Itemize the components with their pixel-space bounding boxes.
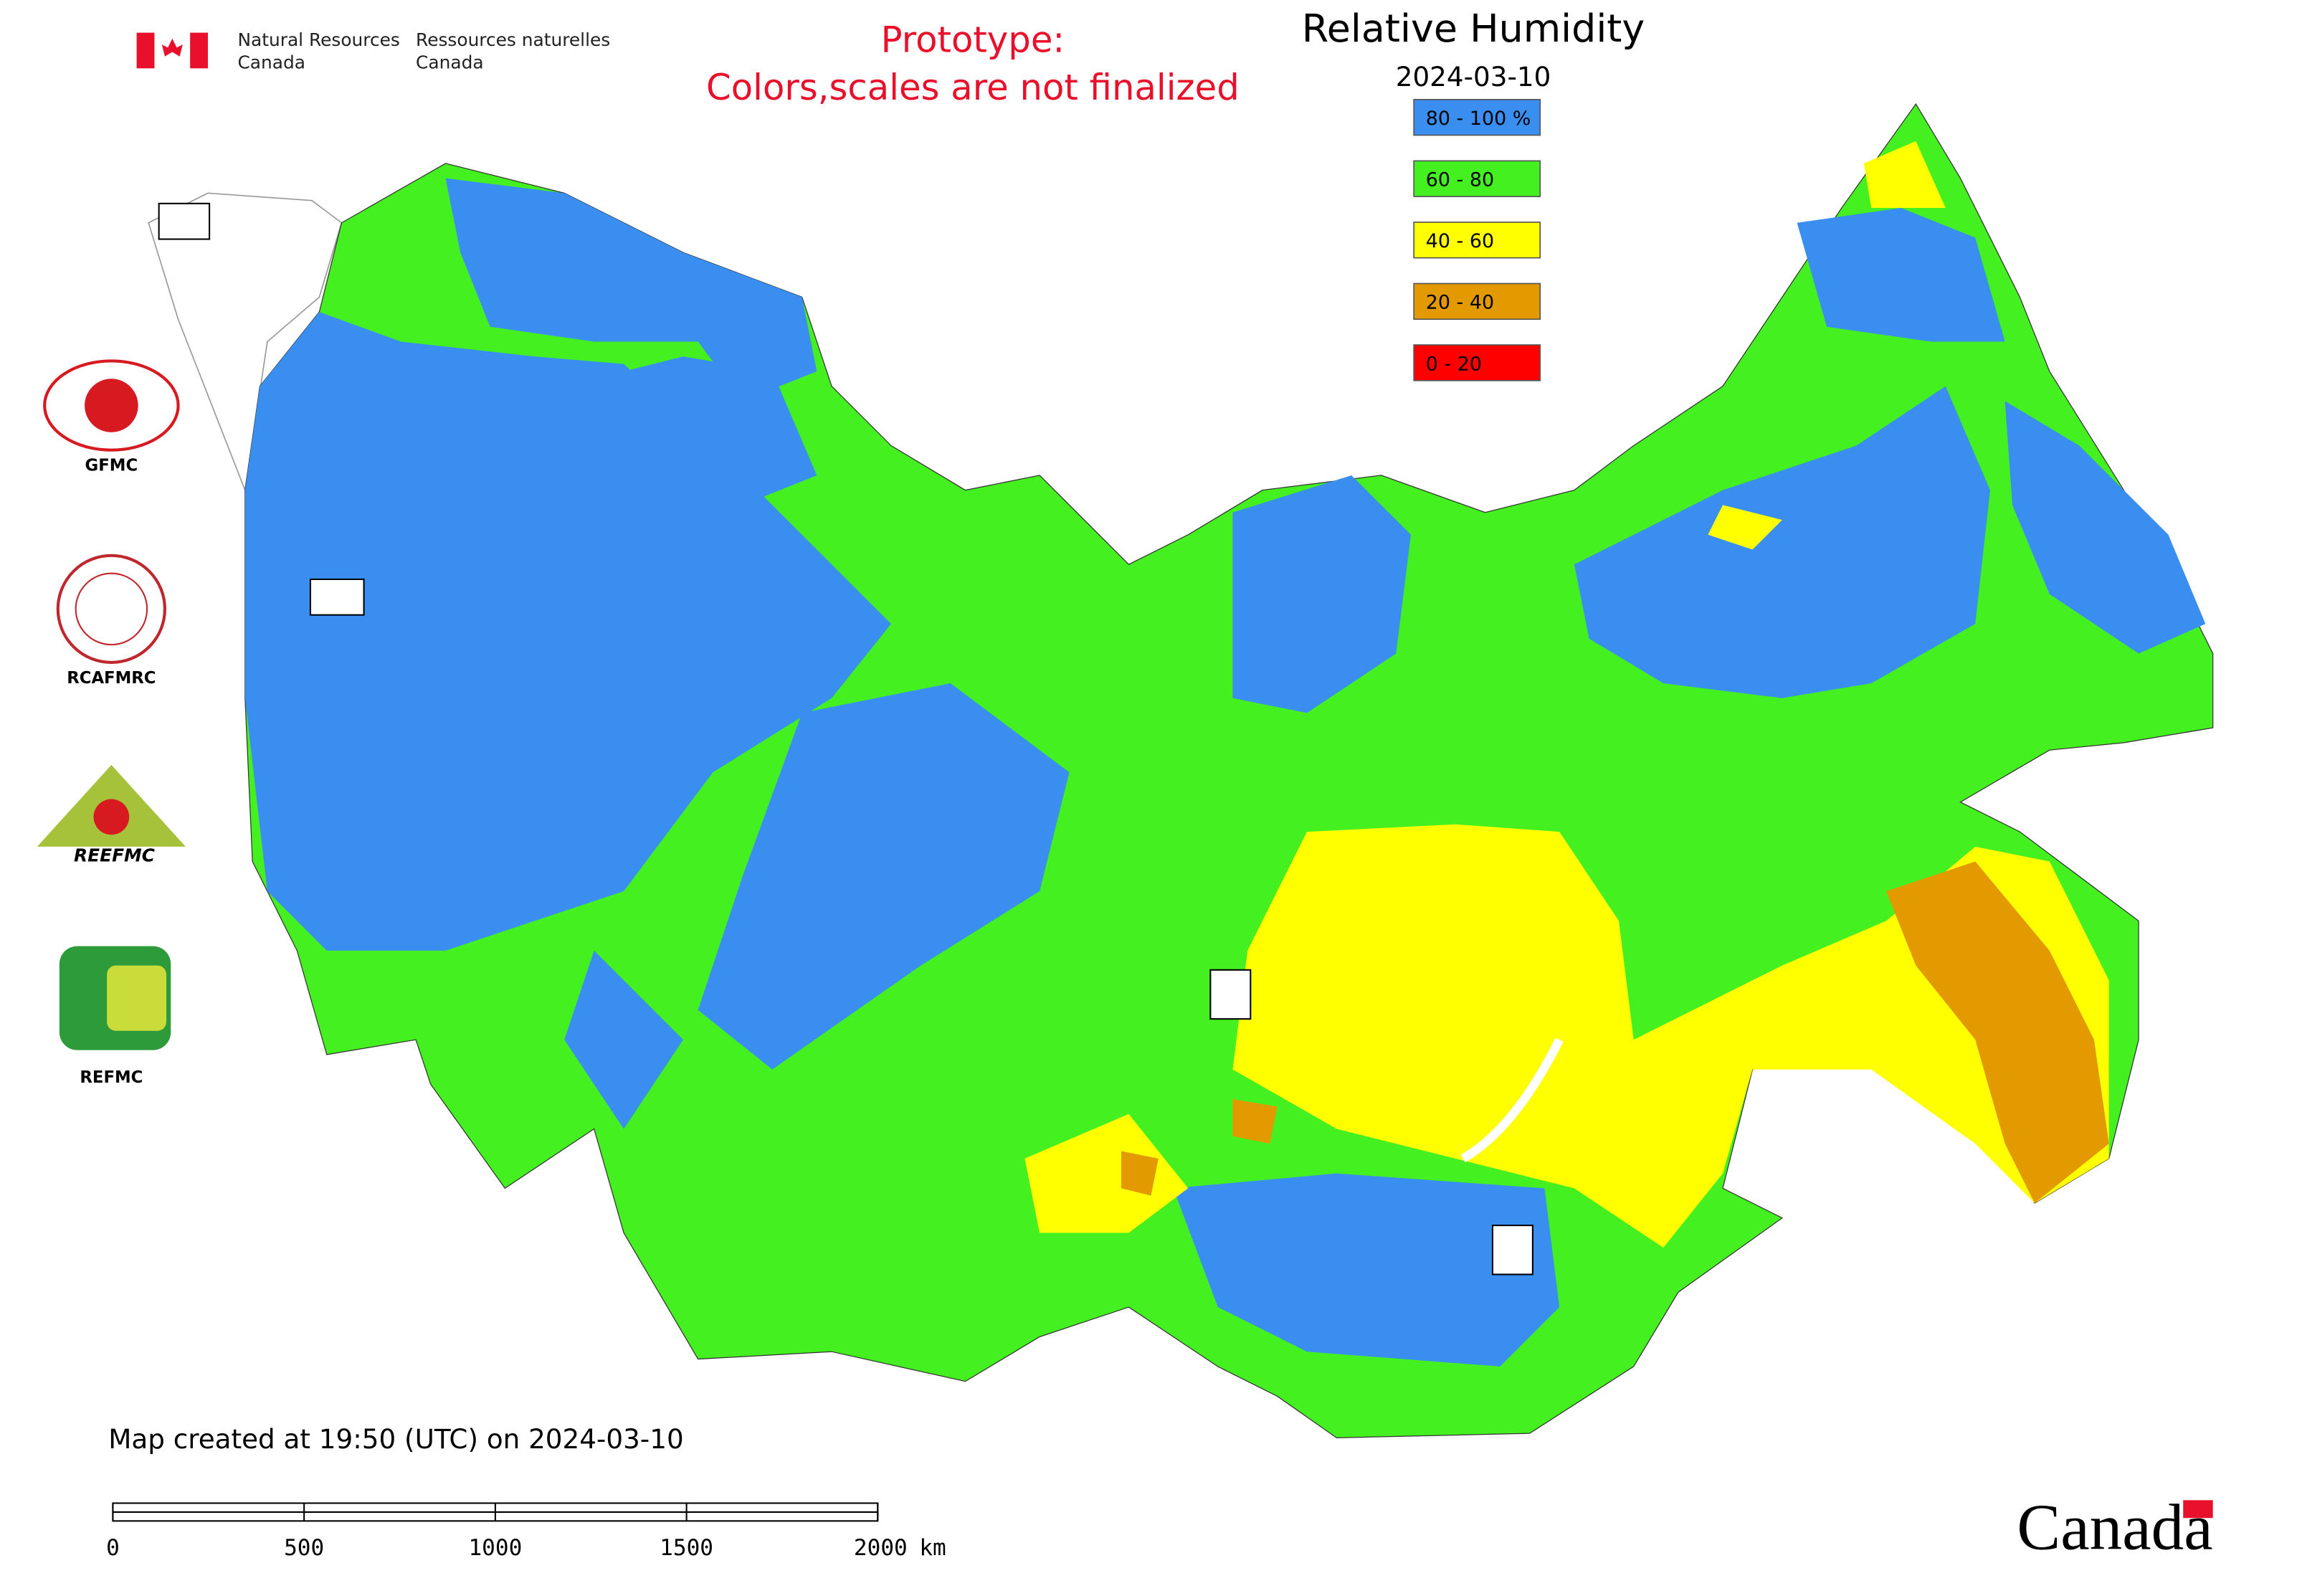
humidity-zone [445, 178, 817, 402]
humidity-zone [698, 683, 1070, 1070]
scale-label: 1000 [468, 1535, 522, 1561]
humidity-zone [1863, 141, 1946, 209]
legend-label: 60 - 80 [1426, 169, 1494, 191]
agency-fr: Canada [416, 52, 484, 72]
humidity-zone [1024, 1113, 1189, 1233]
notice: Colors,scales are not finalized [706, 67, 1240, 108]
legend: 80 - 100 % 60 - 80 40 - 60 20 - 40 0 - 20 [1413, 98, 1541, 381]
scale-label: 2000 [854, 1535, 908, 1561]
scale-label: 0 [106, 1535, 120, 1561]
legend-swatch [1413, 98, 1541, 136]
logo-label: REFMC [80, 1068, 143, 1087]
legend-swatch [1413, 282, 1541, 320]
logo-icon [43, 359, 180, 452]
map-title: Relative Humidity [1302, 6, 1645, 51]
legend-swatch [1413, 160, 1541, 197]
humidity-zone [1232, 1099, 1278, 1144]
lake [1460, 1037, 1564, 1163]
notice: Prototype: [881, 19, 1065, 61]
logo-icon [85, 379, 138, 432]
legend-swatch [1413, 344, 1541, 381]
wordmark-flag [2183, 1500, 2213, 1519]
legend-label: 40 - 60 [1426, 230, 1494, 252]
legend-label: 80 - 100 % [1426, 108, 1531, 130]
humidity-zone [1232, 824, 2109, 1248]
humidity-zone [1232, 475, 1412, 713]
agency-en: Natural Resources [237, 29, 399, 50]
agency-fr: Ressources naturelles [416, 29, 610, 50]
site-marker [1209, 969, 1252, 1020]
logo-label: GFMC [85, 457, 138, 475]
site-marker [1491, 1225, 1533, 1276]
legend-swatch [1413, 222, 1541, 259]
humidity-zone [1121, 1151, 1159, 1196]
humidity-zone [564, 356, 817, 505]
logo-icon [107, 965, 167, 1031]
scale-unit: km [919, 1535, 946, 1561]
neighbor-land [148, 192, 343, 493]
humidity-zone [1885, 861, 2109, 1204]
humidity-zone [1574, 386, 1990, 698]
legend-label: 0 - 20 [1426, 353, 1482, 375]
map-area [148, 103, 2214, 1438]
scale-label: 1500 [660, 1535, 713, 1561]
flag-leaf [161, 38, 183, 57]
logo-label: REEFMC [74, 845, 155, 866]
legend-label: 20 - 40 [1426, 292, 1494, 314]
humidity-zone [1173, 1173, 1560, 1367]
humidity-zone [1797, 208, 2005, 342]
site-marker [158, 202, 211, 240]
humidity-zone [1708, 505, 1782, 550]
logo-icon [93, 799, 130, 835]
logo-icon [75, 572, 148, 646]
scale-label: 500 [284, 1535, 324, 1561]
logo-label: RCAFMRC [67, 669, 156, 688]
site-marker [309, 578, 365, 616]
flag-bar [136, 32, 155, 69]
humidity-zone [2004, 401, 2206, 654]
scale-bar: 0 500 1000 1500 2000 km [106, 1502, 946, 1561]
flag-bar [190, 32, 209, 69]
created-note: Map created at 19:50 (UTC) on 2024-03-10 [108, 1423, 683, 1455]
wordmark: Canada [2017, 1491, 2212, 1564]
map-date: 2024-03-10 [1396, 61, 1551, 92]
logo-icon [56, 554, 167, 665]
agency-en: Canada [237, 52, 305, 72]
